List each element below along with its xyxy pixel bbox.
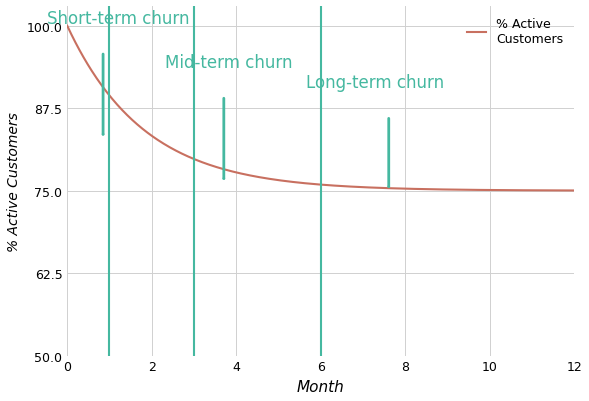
Text: Long-term churn: Long-term churn (306, 74, 445, 92)
Y-axis label: % Active Customers: % Active Customers (7, 111, 21, 251)
Text: Mid-term churn: Mid-term churn (165, 54, 292, 72)
Legend: % Active
Customers: % Active Customers (462, 13, 568, 51)
Text: Short-term churn: Short-term churn (47, 10, 190, 28)
X-axis label: Month: Month (297, 379, 345, 394)
